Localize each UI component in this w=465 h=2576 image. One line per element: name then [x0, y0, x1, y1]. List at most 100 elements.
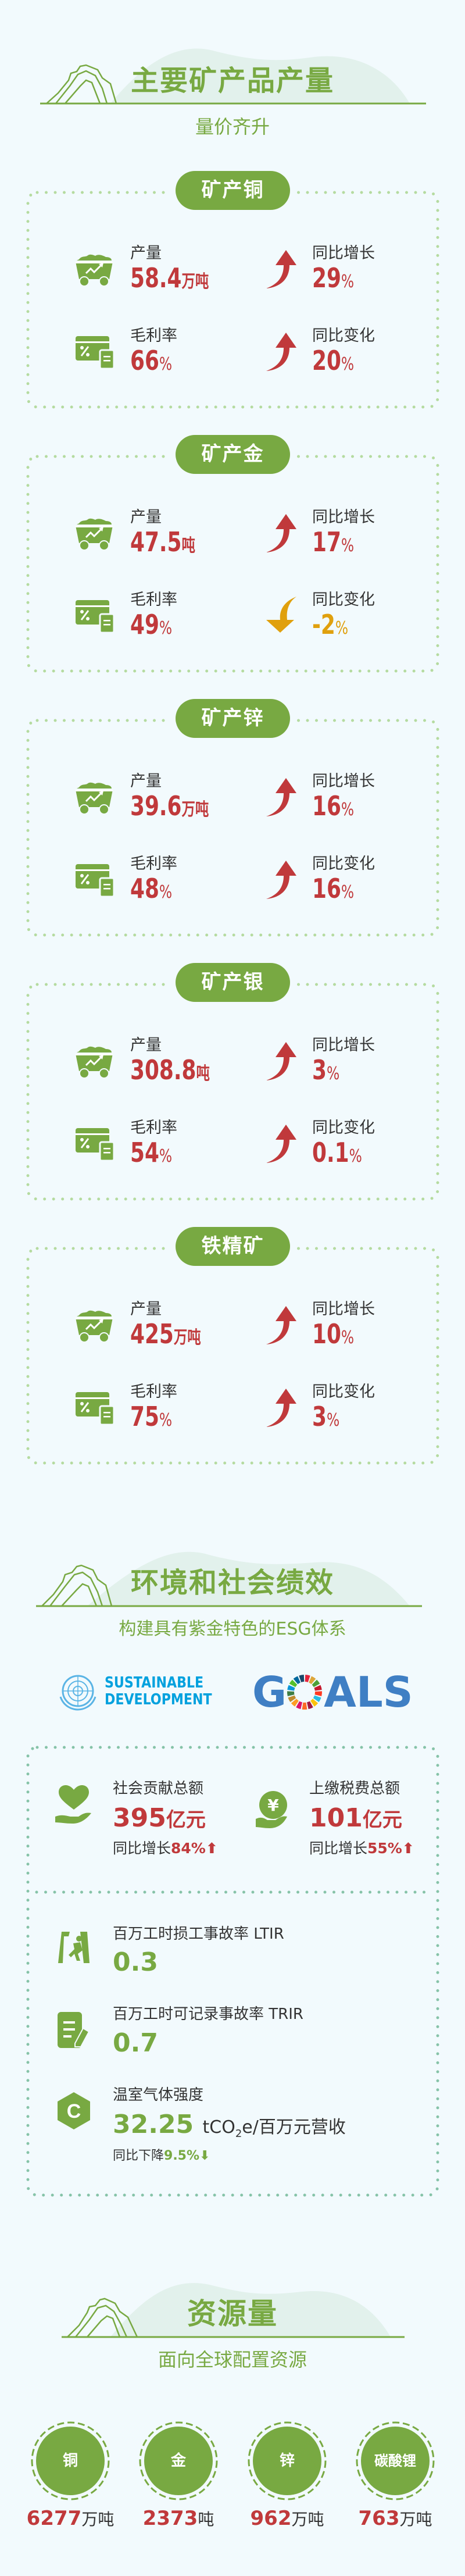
- unit: %: [341, 354, 355, 374]
- resource-badge: [356, 2421, 435, 2500]
- unit: %: [159, 354, 173, 374]
- value: 425: [130, 1318, 174, 1350]
- growth-value: 3%: [312, 1055, 339, 1091]
- margin_change-label: 同比变化: [312, 855, 375, 873]
- margin_change-value: 16%: [312, 874, 354, 909]
- section-subtitle: 构建具有紫金特色的ESG体系: [119, 1619, 346, 1639]
- change-value: 55%: [367, 1840, 402, 1857]
- esg-metrics-box: 社会贡献总额 395亿元 同比增长84%⬆ ¥ 上缴税费总额 101亿元 同比增…: [26, 1746, 439, 2197]
- value: 2373: [142, 2507, 198, 2530]
- value: 6277: [26, 2507, 82, 2530]
- unit: 万吨: [173, 1328, 201, 1348]
- curved-arrow-down-icon: [266, 597, 296, 636]
- product-title: 矿产锌: [176, 699, 290, 738]
- unit: 万吨: [291, 2510, 324, 2529]
- curved-arrow-up-icon: [266, 1389, 296, 1429]
- value: -2: [312, 609, 335, 640]
- margin_change-label: 同比变化: [312, 1383, 375, 1401]
- unit: %: [341, 272, 355, 292]
- output-label: 产量: [130, 772, 162, 790]
- unit: 吨: [196, 1064, 210, 1084]
- change-value: 84%: [171, 1840, 206, 1857]
- dotted-border: [26, 983, 439, 1201]
- value: 39.6: [130, 790, 182, 822]
- margin-label: 毛利率: [130, 1119, 177, 1137]
- growth-label: 同比增长: [312, 1300, 375, 1318]
- ghg-change: 同比下降9.5%⬇: [113, 2147, 210, 2165]
- growth-value: 16%: [312, 791, 354, 827]
- value: 29: [312, 262, 341, 294]
- social-contribution-change: 同比增长84%⬆: [113, 1839, 218, 1858]
- value: 58.4: [130, 262, 182, 294]
- value: 763: [358, 2507, 400, 2530]
- unit: tCO: [202, 2117, 235, 2138]
- sdg-text: SUSTAINABLE DEVELOPMENT: [105, 1675, 212, 1708]
- margin-value: 66%: [130, 346, 172, 381]
- dotted-border: [26, 719, 439, 937]
- percent-card-icon: [76, 336, 115, 371]
- mine-cart-icon: [76, 254, 113, 290]
- margin-label: 毛利率: [130, 591, 177, 609]
- sdg-wheel-segment: [293, 1676, 301, 1685]
- dotted-border: [26, 1746, 439, 2197]
- change-label: 同比增长: [309, 1840, 368, 1857]
- section-title: 环境和社会绩效: [130, 1567, 334, 1599]
- tax-change: 同比增长55%⬆: [309, 1839, 414, 1858]
- unit: %: [341, 800, 355, 820]
- resource-value: 962万吨: [233, 2506, 341, 2535]
- arrow-down-icon: ⬇: [199, 2149, 210, 2163]
- trir-value: 0.7: [113, 2028, 158, 2058]
- curved-arrow-up-icon: [266, 1306, 296, 1347]
- dotted-border: [26, 455, 439, 673]
- ghg-label: 温室气体强度: [113, 2086, 204, 2104]
- growth-label: 同比增长: [312, 772, 375, 790]
- value: 47.5: [130, 526, 182, 558]
- growth-label: 同比增长: [312, 244, 375, 262]
- product-title: 矿产铜: [176, 171, 290, 210]
- sdg-wheel-segment: [310, 1699, 319, 1707]
- resource-badge: [248, 2421, 327, 2500]
- unit: %: [335, 618, 349, 638]
- tax-value: 101亿元: [309, 1803, 402, 1835]
- unit: %: [326, 1064, 340, 1084]
- output-value: 47.5吨: [130, 527, 195, 563]
- margin-label: 毛利率: [130, 1383, 177, 1401]
- sdg-wheel-segment: [296, 1701, 303, 1710]
- resource-badge: [139, 2421, 218, 2500]
- sdg-wheel-segment: [287, 1691, 295, 1697]
- arrow-up-icon: ⬆: [205, 1840, 218, 1857]
- mountain-decoration-icon: [40, 48, 426, 105]
- yen-hand-icon: ¥: [256, 1791, 287, 1828]
- value: 49: [130, 609, 159, 640]
- unit: %: [341, 1328, 355, 1348]
- unit: 吨: [181, 536, 195, 556]
- mine-cart-icon: [76, 782, 113, 818]
- sdg-wheel-segment: [313, 1695, 321, 1703]
- sdg-wheel-segment: [312, 1679, 320, 1687]
- growth-label: 同比增长: [312, 508, 375, 526]
- unit: %: [341, 882, 355, 902]
- unit: %: [159, 1146, 173, 1166]
- margin-label: 毛利率: [130, 855, 177, 873]
- sdg-wheel-segment: [314, 1685, 322, 1691]
- resource-value: 6277万吨: [16, 2506, 124, 2535]
- output-value: 308.8吨: [130, 1055, 210, 1091]
- svg-text:¥: ¥: [267, 1796, 279, 1815]
- value: 16: [312, 873, 341, 904]
- product-card: 铁精矿 产量 425万吨 同比增长 10% 毛利率 75% 同比变化 3%: [26, 1227, 439, 1465]
- output-value: 39.6万吨: [130, 791, 209, 827]
- value: 308.8: [130, 1054, 196, 1086]
- value: 17: [312, 526, 341, 558]
- unit: %: [159, 618, 173, 638]
- unit: %: [159, 1410, 173, 1430]
- margin-value: 49%: [130, 610, 172, 645]
- goals-als: ALS: [324, 1668, 413, 1717]
- margin_change-label: 同比变化: [312, 591, 375, 609]
- section-subtitle: 面向全球配置资源: [158, 2349, 307, 2371]
- output-label: 产量: [130, 1036, 162, 1054]
- document-pencil-icon: [58, 2012, 90, 2048]
- resources-header: 资源量 面向全球配置资源: [0, 2279, 465, 2395]
- growth-label: 同比增长: [312, 1036, 375, 1054]
- product-title: 铁精矿: [176, 1227, 290, 1266]
- sdg-logo: SUSTAINABLE DEVELOPMENT G ALS: [56, 1670, 416, 1714]
